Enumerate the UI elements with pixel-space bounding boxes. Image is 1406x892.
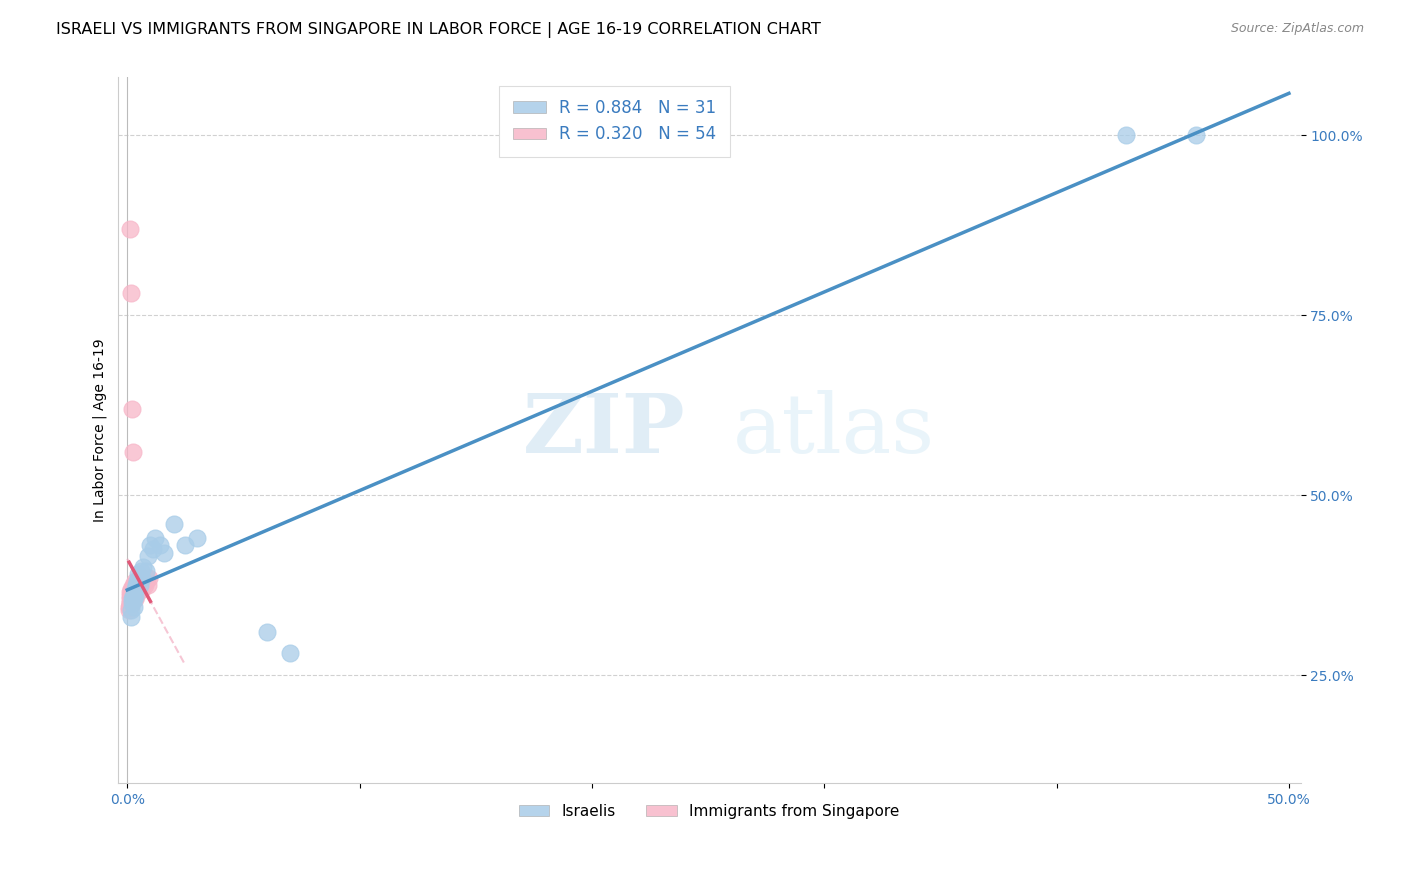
Point: [120, 599, 142, 614]
Point: [1115, 128, 1137, 142]
Point: [129, 578, 152, 592]
Text: ISRAELI VS IMMIGRANTS FROM SINGAPORE IN LABOR FORCE | AGE 16-19 CORRELATION CHAR: ISRAELI VS IMMIGRANTS FROM SINGAPORE IN …: [56, 22, 821, 38]
Point: [278, 647, 301, 661]
Point: [136, 578, 159, 592]
Point: [174, 538, 197, 552]
Point: [125, 589, 148, 603]
Point: [122, 589, 145, 603]
Point: [118, 603, 141, 617]
Point: [129, 564, 152, 578]
Point: [135, 564, 157, 578]
Point: [121, 589, 143, 603]
Point: [122, 445, 145, 459]
Text: atlas: atlas: [733, 390, 935, 470]
Point: [153, 546, 176, 560]
Point: [122, 592, 145, 607]
Point: [121, 589, 143, 603]
Point: [136, 571, 159, 585]
Point: [124, 574, 146, 589]
Point: [118, 589, 141, 603]
Point: [1185, 128, 1208, 142]
Point: [121, 596, 143, 610]
Point: [121, 592, 143, 607]
Point: [120, 603, 142, 617]
Y-axis label: In Labor Force | Age 16-19: In Labor Force | Age 16-19: [93, 338, 107, 522]
Point: [135, 574, 157, 589]
Point: [122, 585, 145, 599]
Point: [120, 286, 142, 301]
Point: [122, 599, 145, 614]
Point: [122, 582, 145, 596]
Point: [127, 574, 149, 589]
Point: [124, 589, 146, 603]
Point: [124, 585, 146, 599]
Point: [122, 578, 145, 592]
Point: [125, 582, 148, 596]
Point: [121, 596, 143, 610]
Point: [125, 578, 148, 592]
Point: [120, 589, 142, 603]
Point: [120, 592, 142, 607]
Point: [125, 582, 148, 596]
Point: [125, 578, 148, 592]
Point: [120, 585, 142, 599]
Point: [142, 542, 165, 557]
Point: [132, 571, 155, 585]
Point: [124, 592, 146, 607]
Point: [138, 571, 160, 585]
Point: [124, 589, 146, 603]
Point: [186, 531, 208, 545]
Point: [143, 531, 166, 545]
Text: ZIP: ZIP: [523, 390, 686, 470]
Point: [120, 596, 142, 610]
Point: [118, 596, 141, 610]
Point: [122, 589, 145, 603]
Point: [124, 585, 146, 599]
Point: [118, 592, 141, 607]
Point: [124, 582, 146, 596]
Point: [136, 549, 159, 564]
Point: [131, 571, 153, 585]
Point: [122, 582, 145, 596]
Point: [127, 578, 149, 592]
Point: [256, 624, 278, 639]
Point: [122, 592, 145, 607]
Point: [118, 585, 141, 599]
Point: [129, 574, 152, 589]
Point: [131, 582, 153, 596]
Point: [125, 574, 148, 589]
Point: [129, 578, 152, 592]
Point: [128, 571, 150, 585]
Point: [120, 589, 142, 603]
Point: [121, 585, 143, 599]
Point: [163, 516, 186, 531]
Point: [149, 538, 172, 552]
Point: [121, 401, 143, 416]
Point: [139, 538, 162, 552]
Point: [134, 578, 156, 592]
Point: [127, 567, 149, 582]
Point: [124, 582, 146, 596]
Point: [118, 599, 141, 614]
Point: [121, 578, 143, 592]
Point: [120, 582, 142, 596]
Point: [121, 592, 143, 607]
Point: [121, 582, 143, 596]
Point: [125, 574, 148, 589]
Legend: Israelis, Immigrants from Singapore: Israelis, Immigrants from Singapore: [513, 797, 905, 825]
Point: [127, 585, 149, 599]
Point: [120, 610, 142, 624]
Point: [118, 221, 141, 235]
Point: [128, 571, 150, 585]
Point: [132, 560, 155, 574]
Text: Source: ZipAtlas.com: Source: ZipAtlas.com: [1230, 22, 1364, 36]
